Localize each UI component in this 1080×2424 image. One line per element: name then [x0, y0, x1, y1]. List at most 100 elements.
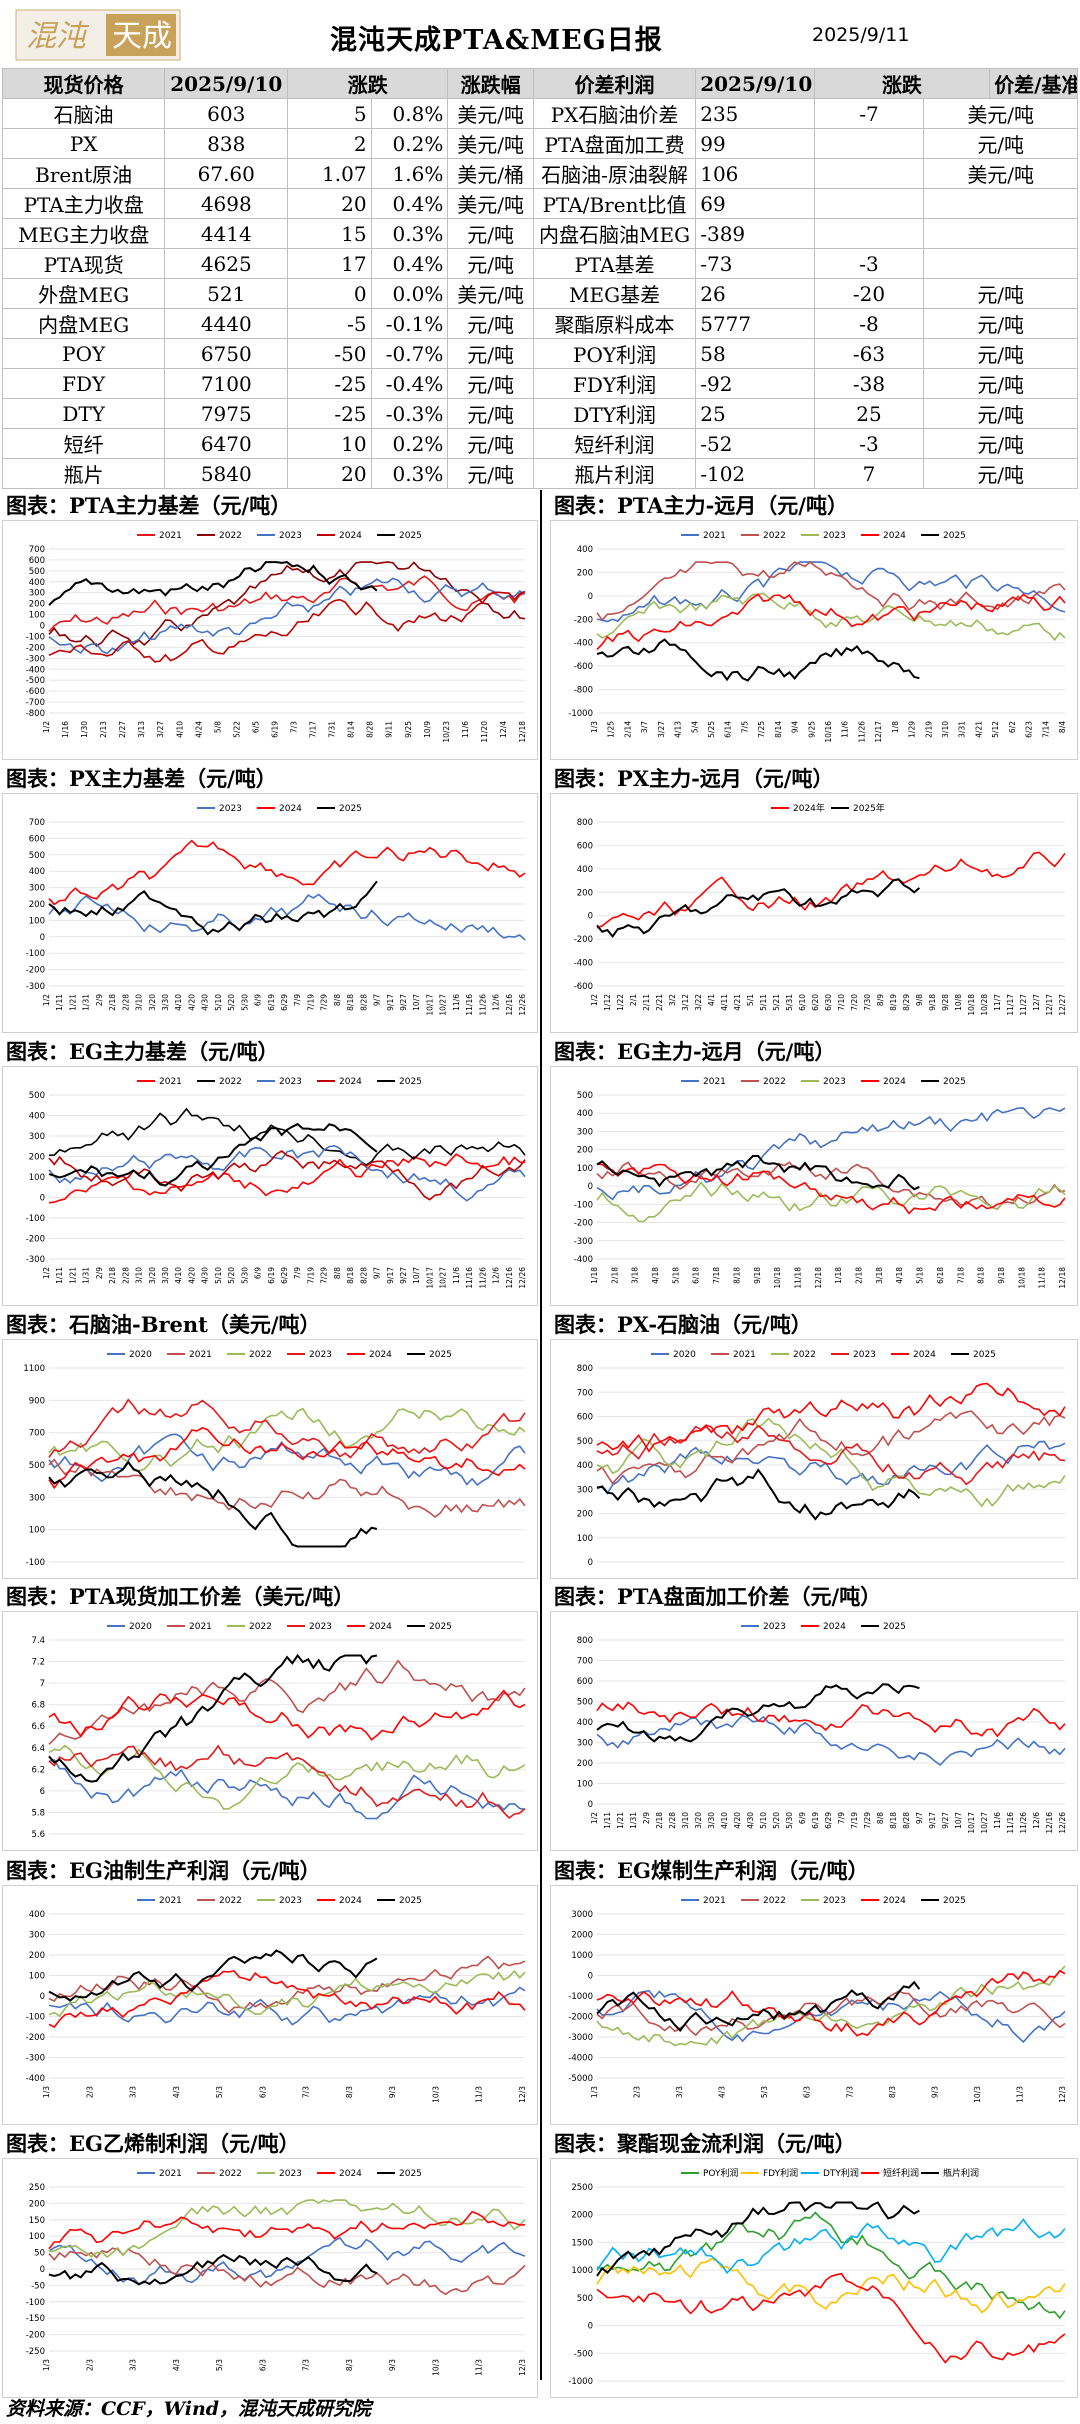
x-tick-label: 1/2 [590, 994, 599, 1006]
row-unit2: 元/吨 [923, 278, 1078, 309]
series-line [596, 1701, 1066, 1738]
x-tick-label: 1/16 [61, 721, 70, 738]
legend-label: 2024 [369, 1622, 392, 1632]
legend-label: 2023 [279, 1077, 302, 1087]
row-change2 [813, 158, 925, 189]
series-line [48, 1949, 378, 2002]
x-tick-label: 8/18 [732, 1267, 741, 1284]
legend-label: 2025 [429, 1350, 452, 1360]
y-tick-label: 300 [29, 884, 45, 894]
y-tick-label: -100 [574, 1200, 593, 1210]
y-tick-label: -300 [26, 982, 45, 992]
legend-label: 2021 [159, 1077, 182, 1087]
x-tick-label: 5/30 [240, 1267, 249, 1284]
table-row: PTA现货 4625 17 0.4% 元/吨 PTA基差 -73 -3 [1, 248, 1078, 279]
table-row: POY 6750 -50 -0.7% 元/吨 POY利润 58 -63 元/吨 [1, 338, 1078, 369]
series-line [596, 1980, 921, 2033]
y-tick-label: -400 [26, 665, 45, 675]
x-tick-label: 3/20 [694, 1812, 703, 1829]
y-tick-label: 100 [577, 1534, 593, 1544]
x-tick-label: 7/19 [306, 994, 315, 1011]
x-tick-label: 10/9 [423, 721, 432, 738]
x-tick-label: 5/31 [785, 994, 794, 1011]
y-tick-label: 500 [29, 1461, 45, 1471]
series-line [596, 561, 1066, 622]
series-line [48, 561, 526, 647]
legend-label: 2024 [883, 531, 906, 541]
report-title: 混沌天成PTA&MEG日报 [330, 25, 663, 56]
x-tick-label: 3/7 [640, 721, 649, 733]
y-tick-label: 500 [577, 1091, 593, 1101]
y-tick-label: -4000 [568, 2054, 593, 2064]
legend-label: 2022 [763, 531, 786, 541]
x-tick-label: 10/17 [967, 1812, 976, 1834]
x-tick-label: 7/25 [757, 721, 766, 738]
row-change: -50 [287, 338, 372, 369]
x-tick-label: 10/16 [824, 721, 833, 743]
x-tick-label: 6/23 [1025, 721, 1034, 738]
row-value: 6750 [164, 338, 289, 369]
y-tick-label: -200 [574, 935, 593, 945]
x-tick-label: 7/14 [1041, 721, 1050, 738]
chart-caption: 图表：EG主力基差（元/吨） [6, 1039, 279, 1064]
x-tick-label: 5/8 [213, 721, 222, 733]
x-tick-label: 1/25 [607, 721, 616, 738]
x-tick-label: 3/10 [681, 1812, 690, 1829]
x-tick-label: 2/19 [924, 721, 933, 738]
x-tick-label: 11/3 [475, 2359, 484, 2376]
x-tick-label: 4/3 [172, 2086, 181, 2098]
x-tick-label: 11/18 [793, 1267, 802, 1289]
y-tick-label: -50 [31, 2281, 45, 2291]
y-tick-label: -200 [26, 966, 45, 976]
x-tick-label: 4/21 [974, 721, 983, 738]
chart-panel: 2021 2022 2023 2024 2025 400 200 0 -200 -400 -600 -… [550, 520, 1078, 760]
series-line [48, 1398, 526, 1459]
x-tick-label: 7/9 [837, 1812, 846, 1824]
x-tick-label: 12/6 [1032, 1812, 1041, 1829]
y-tick-label: -200 [574, 615, 593, 625]
row-change2: -20 [813, 278, 925, 309]
row-unit: 元/吨 [447, 368, 534, 399]
y-tick-label: -400 [26, 2074, 45, 2084]
x-tick-label: 5/30 [240, 994, 249, 1011]
x-tick-label: 2/21 [655, 994, 664, 1011]
legend-label: POY利润 [703, 2167, 739, 2179]
x-tick-label: 11/6 [993, 1812, 1002, 1829]
row-value: 4625 [164, 248, 289, 279]
row-unit2: 元/吨 [923, 338, 1078, 369]
x-tick-label: 5/3 [215, 2359, 224, 2371]
col-header: 现货价格 [1, 68, 166, 99]
y-tick-label: 300 [577, 1739, 593, 1749]
x-tick-label: 12/27 [1058, 994, 1067, 1016]
x-tick-label: 3/2 [668, 994, 677, 1006]
table-row: Brent原油 67.60 1.07 1.6% 美元/桶 石脑油-原油裂解 106 美元/吨 [1, 158, 1078, 189]
series-line [596, 561, 1066, 623]
x-tick-label: 12/17 [874, 721, 883, 743]
x-tick-label: 3/30 [161, 994, 170, 1011]
y-tick-label: 300 [577, 1485, 593, 1495]
x-tick-label: 9/3 [388, 2086, 397, 2098]
series-line [48, 1758, 526, 1820]
y-tick-label: -100 [26, 1558, 45, 1568]
chart-caption: 图表：PTA现货加工价差（美元/吨） [6, 1584, 355, 1609]
x-tick-label: 10/7 [954, 1812, 963, 1829]
x-tick-label: 11/20 [480, 721, 489, 743]
row-change2: -3 [813, 428, 925, 459]
x-tick-label: 3/30 [161, 1267, 170, 1284]
row-name: PTA主力收盘 [1, 188, 166, 219]
x-tick-label: 10/7 [412, 994, 421, 1011]
row-value2: 25 [695, 398, 815, 429]
x-tick-label: 11/6 [452, 1267, 461, 1284]
chart-panel: 2021 2022 2023 2024 2025 250 200 150 100 50 0 -50 -1… [2, 2158, 538, 2398]
x-tick-label: 5/1 [746, 994, 755, 1006]
row-unit2 [923, 218, 1078, 249]
x-tick-label: 5/3 [215, 2086, 224, 2098]
row-value2: 26 [695, 278, 815, 309]
y-tick-label: 7.2 [31, 1658, 45, 1668]
legend-label: 2024 [883, 1077, 906, 1087]
x-tick-label: 6/14 [724, 721, 733, 738]
chart-caption: 图表：PX-石脑油（元/吨） [554, 1312, 812, 1337]
x-tick-label: 9/27 [399, 994, 408, 1011]
y-tick-label: 900 [29, 1396, 45, 1406]
x-tick-label: 7/30 [863, 994, 872, 1011]
